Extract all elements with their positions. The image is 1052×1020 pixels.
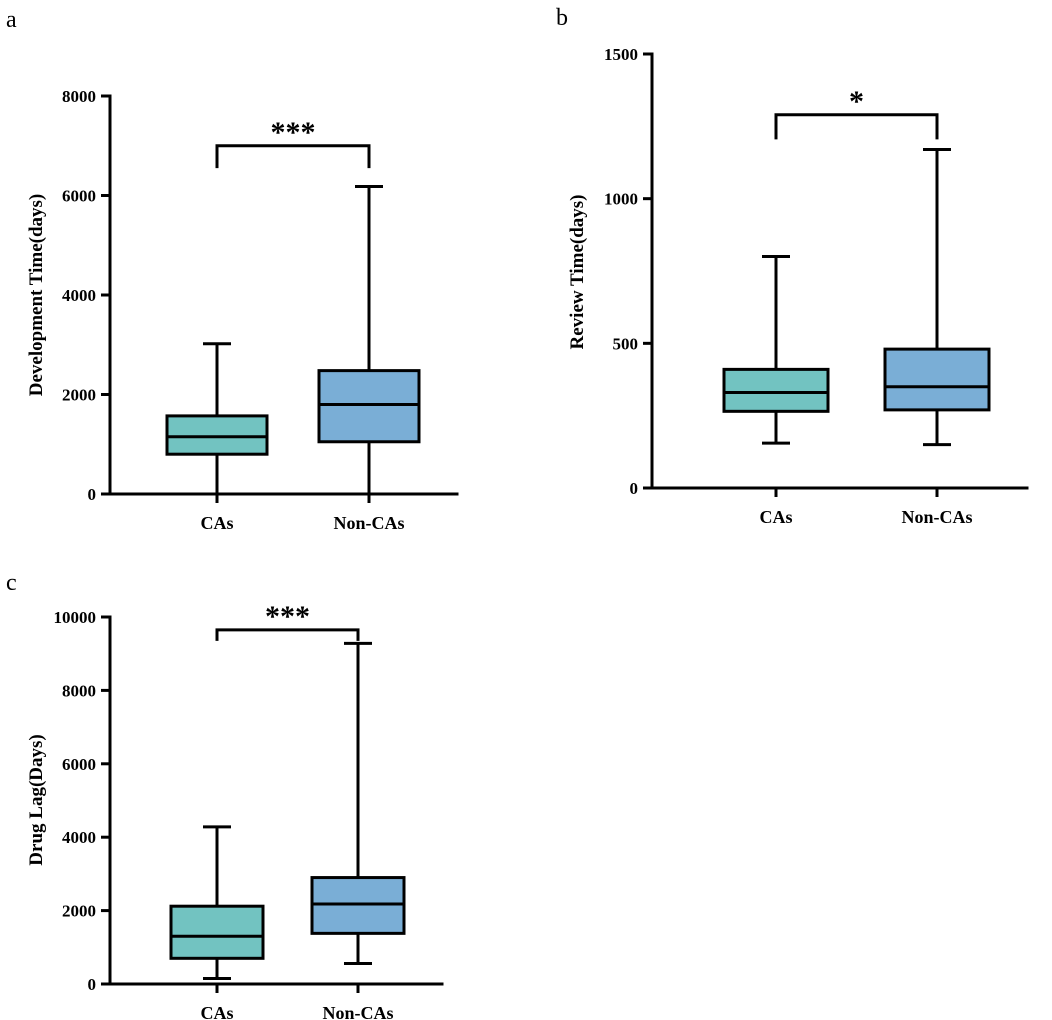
x-category-label: Non-CAs <box>333 513 404 533</box>
y-axis-title-a: Development Time(days) <box>26 194 47 396</box>
y-tick-label: 4000 <box>62 828 96 847</box>
y-tick-label: 6000 <box>62 755 96 774</box>
panel-label-a: a <box>6 7 17 33</box>
panel-label-c: c <box>6 570 17 596</box>
significance-bracket <box>215 144 371 169</box>
box-non-cas <box>317 369 421 444</box>
plot-area-a: 0 2000 4000 6000 8000 CAs Non-CAs *** <box>62 87 459 533</box>
y-tick-label: 500 <box>613 334 639 353</box>
y-tick-label: 0 <box>88 975 97 994</box>
y-tick-label: 1000 <box>604 190 638 209</box>
x-category-label: CAs <box>200 1003 233 1020</box>
significance-label: *** <box>265 600 310 633</box>
y-tick-label: 0 <box>630 479 639 498</box>
y-axis-title-c: Drug Lag(Days) <box>26 734 47 865</box>
x-category-label: Non-CAs <box>322 1003 393 1020</box>
x-category-label: Non-CAs <box>901 507 972 527</box>
box-cas <box>165 414 269 456</box>
panel-b: b Review Time(days) 0 500 1000 1500 CAs Non-C… <box>556 5 1029 527</box>
y-tick-label: 2000 <box>62 902 96 921</box>
y-tick-label: 2000 <box>62 386 96 405</box>
significance-label: * <box>849 85 864 118</box>
box-cas <box>722 367 830 413</box>
y-tick-label: 10000 <box>54 608 97 627</box>
y-tick-label: 6000 <box>62 187 96 206</box>
x-category-label: CAs <box>759 507 792 527</box>
panel-label-b: b <box>556 5 568 31</box>
y-axis-title-b: Review Time(days) <box>567 195 588 350</box>
y-tick-label: 1500 <box>604 45 638 64</box>
box-cas <box>169 904 265 960</box>
panel-c: c Drug Lag(Days) 0 2000 4000 6000 8000 10000 C… <box>6 570 444 1020</box>
significance-bracket <box>215 628 360 641</box>
x-category-label: CAs <box>200 513 233 533</box>
plot-area-c: 0 2000 4000 6000 8000 10000 CAs Non-CAs *** <box>54 600 444 1020</box>
significance-bracket <box>774 113 939 140</box>
y-tick-label: 0 <box>88 485 97 504</box>
panel-a: a Development Time(days) 0 2000 4000 6000 80… <box>6 7 459 533</box>
significance-label: *** <box>271 116 316 149</box>
y-tick-label: 8000 <box>62 87 96 106</box>
y-tick-label: 8000 <box>62 681 96 700</box>
plot-area-b: 0 500 1000 1500 CAs Non-CAs * <box>604 45 1029 527</box>
y-tick-label: 4000 <box>62 286 96 305</box>
box-non-cas <box>883 347 991 412</box>
